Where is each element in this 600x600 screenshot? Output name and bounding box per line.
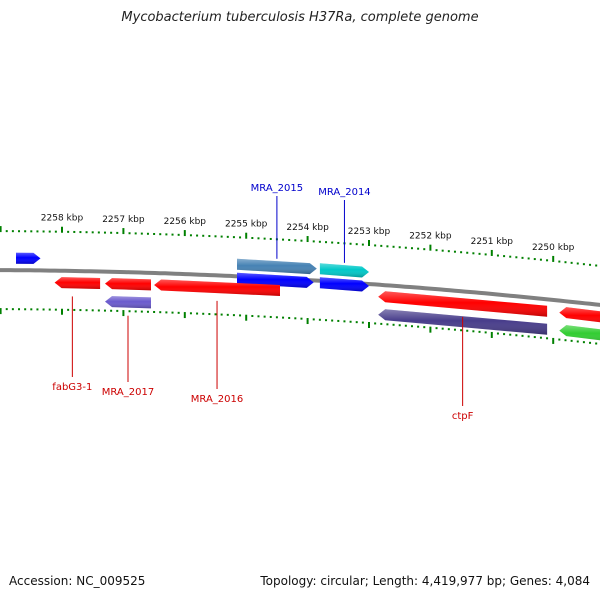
label-layer: 2258 kbp 2257 kbp 2256 kbp 2255 kbp 2254 kbp…	[41, 183, 575, 422]
tick-label: 2253 kbp	[348, 227, 391, 237]
tick-track-inner	[0, 308, 598, 345]
feature-label: MRA_2017	[102, 387, 154, 398]
feature-label: MRA_2016	[191, 394, 243, 405]
tick-label: 2257 kbp	[102, 215, 145, 225]
feature-shading	[105, 296, 151, 309]
feature-shading	[105, 278, 151, 291]
tick-label: 2256 kbp	[164, 217, 207, 227]
feature-shading	[54, 277, 101, 289]
accession-text: Accession: NC_009525	[9, 574, 146, 588]
genome-summary-text: Topology: circular; Length: 4,419,977 bp…	[260, 574, 590, 588]
feature-shading	[319, 277, 369, 292]
feature-shading	[378, 291, 548, 317]
feature-shading	[237, 258, 317, 275]
tick-label: 2254 kbp	[286, 223, 329, 233]
feature-shading	[16, 252, 41, 264]
feature-label: MRA_2015	[251, 183, 303, 194]
feature-shading	[319, 263, 369, 278]
feature-label: ctpF	[452, 411, 474, 422]
feature-shading	[559, 307, 600, 323]
tick-label: 2258 kbp	[41, 214, 84, 224]
tick-label: 2251 kbp	[471, 237, 514, 247]
map-title: Mycobacterium tuberculosis H37Ra, comple…	[121, 10, 479, 25]
feature-label: fabG3-1	[52, 382, 92, 393]
tick-track-outer	[0, 226, 598, 267]
feature-label: MRA_2014	[318, 187, 370, 198]
feature-shading	[559, 325, 600, 341]
tick-label: 2252 kbp	[409, 232, 452, 242]
tick-label: 2250 kbp	[532, 243, 575, 253]
feature-shading	[154, 279, 280, 296]
feature-layer	[16, 252, 600, 341]
tick-label: 2255 kbp	[225, 220, 268, 230]
